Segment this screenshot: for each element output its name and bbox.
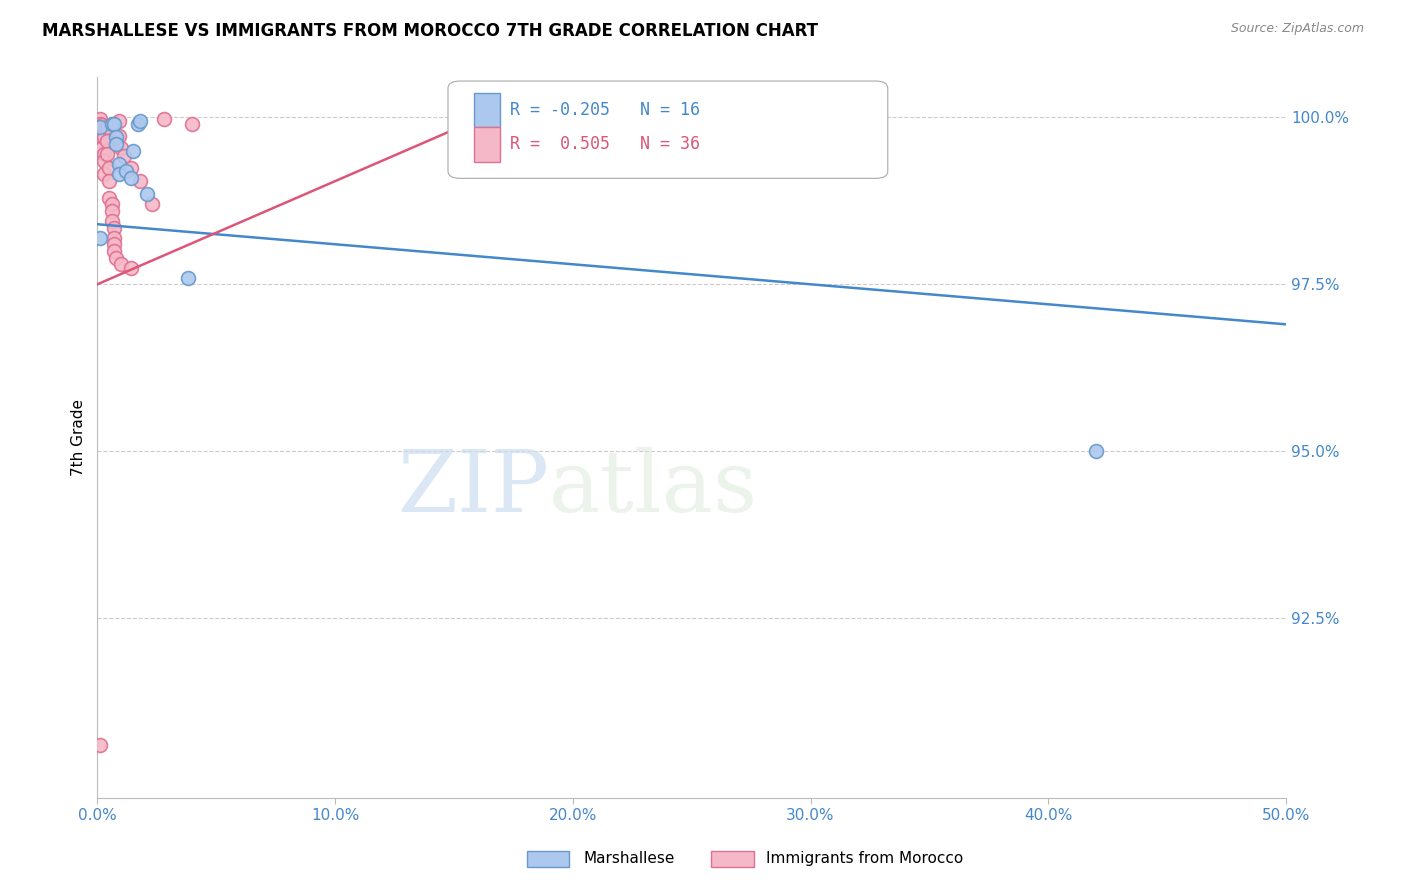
Point — [93, 147, 115, 161]
Point — [89, 738, 111, 752]
Point — [96, 134, 118, 148]
Point — [93, 153, 115, 168]
Point — [120, 161, 142, 175]
Point — [105, 137, 128, 152]
Text: Source: ZipAtlas.com: Source: ZipAtlas.com — [1230, 22, 1364, 36]
Point — [98, 161, 121, 175]
Point — [100, 197, 122, 211]
Point — [112, 149, 135, 163]
Point — [89, 230, 111, 244]
Point — [122, 144, 145, 158]
Point — [141, 197, 163, 211]
Point — [103, 117, 125, 131]
Point — [110, 257, 132, 271]
Point — [105, 251, 128, 265]
Point — [89, 124, 111, 138]
Point — [176, 270, 198, 285]
Bar — [474, 93, 501, 128]
Point — [96, 120, 118, 135]
Point — [100, 203, 122, 218]
Bar — [474, 128, 501, 161]
Text: R = -0.205   N = 16: R = -0.205 N = 16 — [510, 101, 700, 119]
Point — [98, 190, 121, 204]
FancyBboxPatch shape — [449, 81, 887, 178]
Point — [91, 130, 114, 145]
Point — [110, 140, 132, 154]
Point — [93, 167, 115, 181]
Point — [107, 129, 129, 144]
Point — [91, 119, 114, 133]
Point — [91, 140, 114, 154]
Y-axis label: 7th Grade: 7th Grade — [72, 400, 86, 476]
Point — [120, 260, 142, 275]
Point — [96, 147, 118, 161]
Text: MARSHALLESE VS IMMIGRANTS FROM MOROCCO 7TH GRADE CORRELATION CHART: MARSHALLESE VS IMMIGRANTS FROM MOROCCO 7… — [42, 22, 818, 40]
Text: ZIP: ZIP — [396, 447, 548, 530]
Point — [98, 174, 121, 188]
Text: R =  0.505   N = 36: R = 0.505 N = 36 — [510, 136, 700, 153]
Point — [107, 113, 129, 128]
Point — [103, 230, 125, 244]
Point — [89, 112, 111, 126]
Point — [115, 164, 138, 178]
Point — [93, 130, 115, 145]
Text: Immigrants from Morocco: Immigrants from Morocco — [766, 851, 963, 865]
Point — [89, 120, 111, 135]
Point — [129, 174, 152, 188]
Point — [107, 157, 129, 171]
Point — [100, 214, 122, 228]
Point — [153, 112, 176, 126]
Point — [103, 220, 125, 235]
Point — [100, 117, 122, 131]
Point — [105, 130, 128, 145]
Point — [127, 117, 149, 131]
Point — [120, 170, 142, 185]
Point — [103, 244, 125, 258]
Point — [129, 113, 152, 128]
Point — [107, 167, 129, 181]
Point — [103, 237, 125, 252]
Point — [136, 187, 159, 202]
Text: Marshallese: Marshallese — [583, 851, 675, 865]
Point — [181, 117, 204, 131]
Text: atlas: atlas — [548, 447, 758, 530]
Point — [89, 117, 111, 131]
Point — [1084, 444, 1107, 458]
